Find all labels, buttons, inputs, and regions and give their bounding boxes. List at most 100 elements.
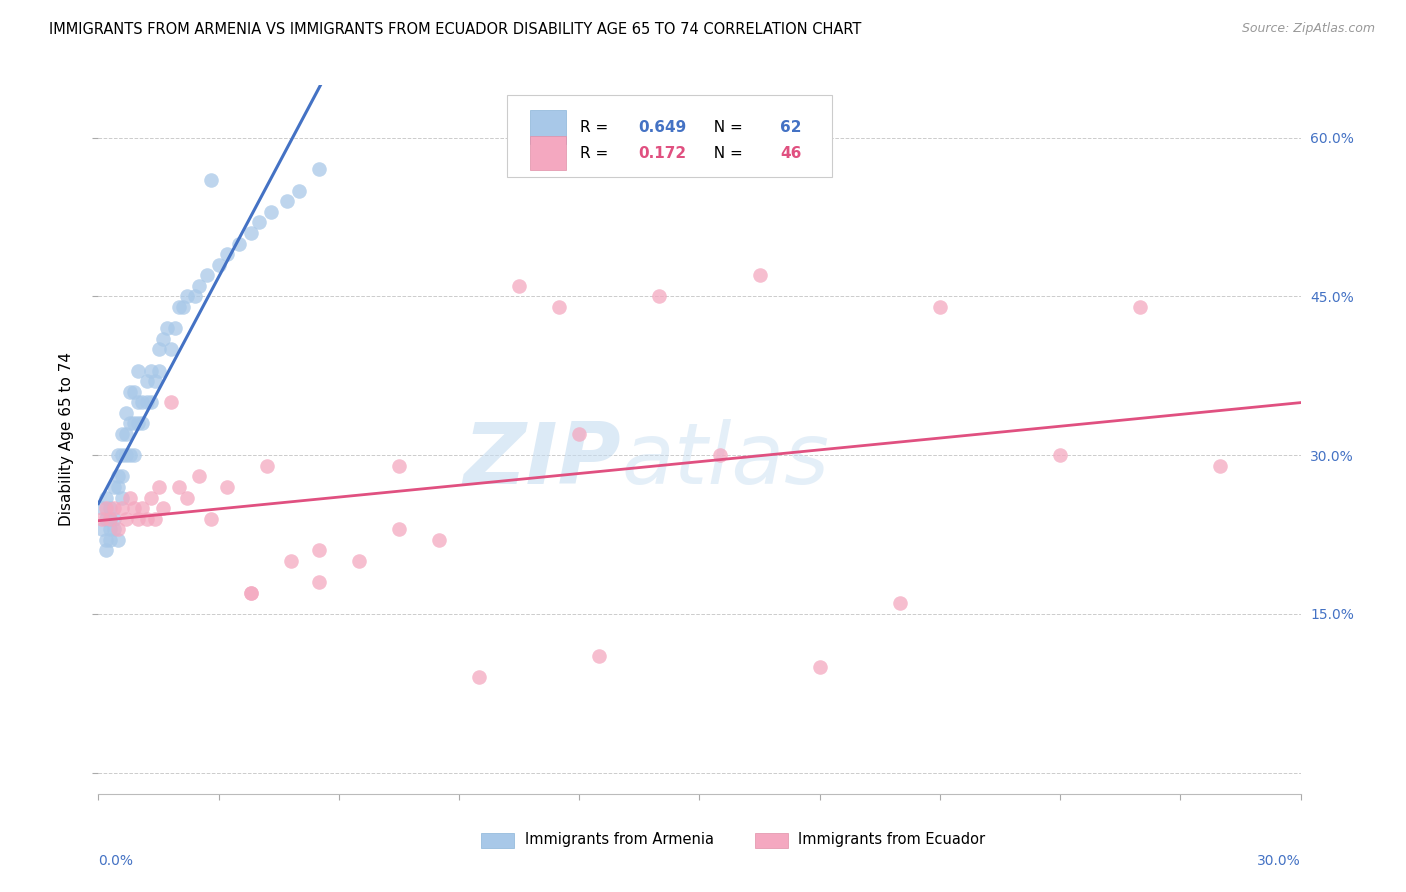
Point bbox=[143, 374, 166, 388]
Text: 62: 62 bbox=[780, 120, 801, 135]
Point bbox=[239, 586, 262, 600]
Point bbox=[247, 215, 270, 229]
Point bbox=[276, 194, 298, 209]
Point bbox=[427, 533, 450, 547]
Point bbox=[929, 300, 952, 314]
Point bbox=[228, 236, 250, 251]
Text: Immigrants from Ecuador: Immigrants from Ecuador bbox=[799, 832, 986, 847]
Point bbox=[120, 491, 142, 505]
Point bbox=[91, 511, 114, 525]
Point bbox=[96, 491, 118, 505]
Point bbox=[256, 458, 278, 473]
Bar bbox=[755, 832, 789, 848]
Point bbox=[107, 522, 129, 536]
Point bbox=[139, 395, 162, 409]
Point bbox=[388, 522, 411, 536]
Point bbox=[808, 660, 831, 674]
Y-axis label: Disability Age 65 to 74: Disability Age 65 to 74 bbox=[59, 352, 75, 526]
Point bbox=[167, 300, 190, 314]
Point bbox=[103, 480, 125, 494]
Point bbox=[239, 586, 262, 600]
Point bbox=[167, 480, 190, 494]
Point bbox=[120, 417, 142, 431]
Point bbox=[347, 554, 370, 568]
Point bbox=[208, 258, 231, 272]
Point bbox=[96, 543, 118, 558]
Point bbox=[107, 480, 129, 494]
Point bbox=[215, 480, 238, 494]
Point bbox=[103, 522, 125, 536]
Point bbox=[131, 417, 153, 431]
Point bbox=[260, 204, 283, 219]
Point bbox=[308, 162, 330, 177]
Point bbox=[135, 511, 157, 525]
Point bbox=[709, 448, 731, 462]
Point bbox=[111, 448, 134, 462]
Point bbox=[107, 533, 129, 547]
Point bbox=[183, 289, 205, 303]
Point bbox=[215, 247, 238, 261]
Point bbox=[172, 300, 194, 314]
Bar bbox=[530, 110, 567, 144]
Point bbox=[195, 268, 218, 283]
Point bbox=[152, 501, 174, 516]
Point bbox=[548, 300, 571, 314]
Point bbox=[176, 289, 198, 303]
Point bbox=[107, 448, 129, 462]
Point bbox=[131, 501, 153, 516]
Point bbox=[508, 278, 530, 293]
Text: N =: N = bbox=[704, 146, 748, 161]
Point bbox=[96, 511, 118, 525]
Point bbox=[115, 511, 138, 525]
Point bbox=[239, 226, 262, 240]
Text: atlas: atlas bbox=[621, 419, 830, 502]
Point bbox=[1129, 300, 1152, 314]
Point bbox=[96, 533, 118, 547]
Text: 0.649: 0.649 bbox=[638, 120, 686, 135]
Text: 0.0%: 0.0% bbox=[98, 855, 134, 868]
Point bbox=[148, 363, 170, 377]
Point bbox=[388, 458, 411, 473]
Text: 30.0%: 30.0% bbox=[1257, 855, 1301, 868]
Point bbox=[135, 395, 157, 409]
Point bbox=[128, 417, 150, 431]
Point bbox=[131, 395, 153, 409]
Point bbox=[124, 417, 146, 431]
Point bbox=[115, 427, 138, 442]
Point bbox=[100, 501, 122, 516]
Point bbox=[103, 501, 125, 516]
Point bbox=[128, 395, 150, 409]
Point bbox=[100, 511, 122, 525]
Text: IMMIGRANTS FROM ARMENIA VS IMMIGRANTS FROM ECUADOR DISABILITY AGE 65 TO 74 CORRE: IMMIGRANTS FROM ARMENIA VS IMMIGRANTS FR… bbox=[49, 22, 862, 37]
Point bbox=[152, 332, 174, 346]
Text: R =: R = bbox=[581, 146, 613, 161]
Point bbox=[100, 511, 122, 525]
Point bbox=[187, 278, 209, 293]
Text: ZIP: ZIP bbox=[464, 419, 621, 502]
Point bbox=[308, 575, 330, 590]
Point bbox=[135, 374, 157, 388]
Point bbox=[176, 491, 198, 505]
Point bbox=[124, 448, 146, 462]
Point bbox=[1209, 458, 1232, 473]
Point bbox=[148, 480, 170, 494]
Point bbox=[288, 184, 311, 198]
Text: Source: ZipAtlas.com: Source: ZipAtlas.com bbox=[1241, 22, 1375, 36]
Text: 0.172: 0.172 bbox=[638, 146, 686, 161]
Point bbox=[103, 511, 125, 525]
Point bbox=[568, 427, 591, 442]
Point bbox=[163, 321, 186, 335]
Text: 46: 46 bbox=[780, 146, 801, 161]
Bar bbox=[481, 832, 515, 848]
Point bbox=[100, 522, 122, 536]
Point bbox=[143, 511, 166, 525]
Point bbox=[128, 363, 150, 377]
Text: R =: R = bbox=[581, 120, 613, 135]
Point bbox=[308, 543, 330, 558]
Point bbox=[124, 501, 146, 516]
Point bbox=[115, 406, 138, 420]
Point bbox=[111, 469, 134, 483]
Point bbox=[128, 511, 150, 525]
Point bbox=[468, 670, 491, 684]
Point bbox=[120, 448, 142, 462]
